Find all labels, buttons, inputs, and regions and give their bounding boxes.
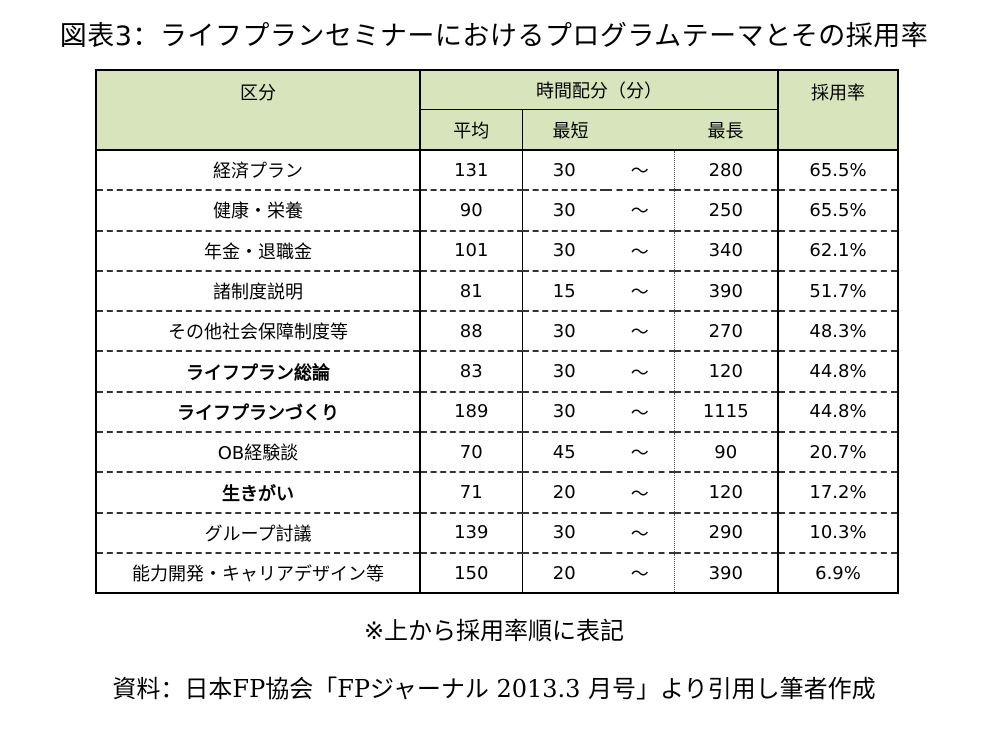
row-minimum: 20 [552,562,576,584]
row-range-separator: ～ [606,432,674,474]
row-range-separator: ～ [606,190,674,232]
figure-title: 図表3：ライフプランセミナーにおけるプログラムテーマとその採用率 [59,21,929,52]
row-adoption-rate: 10.3% [778,512,898,554]
row-category: 経済プラン [96,150,421,192]
row-category: グループ討議 [96,512,421,554]
row-range-separator: ～ [606,512,674,554]
row-range-separator: ～ [606,311,674,353]
row-average: 90 [420,190,523,232]
row-maximum: 390 [673,270,779,313]
row-range-separator: ～ [606,391,674,434]
row-minimum: 30 [522,230,606,272]
table-row: 経済プラン 131 30 ～ 280 65.5% [96,150,898,192]
row-maximum: 120 [673,472,779,514]
row-range-separator: ～ [606,351,674,393]
row-average: 83 [420,351,523,393]
row-category: ライフプランづくり [96,391,421,434]
table-row: 年金・退職金 101 30 ～ 340 62.1% [96,230,898,272]
row-maximum: 90 [673,432,779,474]
row-adoption-rate: 62.1% [778,230,898,272]
row-average: 71 [420,472,523,514]
row-category: ライフプラン総論 [96,351,421,393]
header-category: 区分 [96,70,421,151]
header-average: 平均 [420,109,523,151]
row-minimum: 45 [522,432,606,474]
row-adoption-rate: 65.5% [778,190,898,232]
row-category: 能力開発・キャリアデザイン等 [96,552,421,594]
row-range-separator: ～ [606,230,674,272]
ordering-note: ※上から採用率順に表記 [363,617,625,645]
row-average: 131 [420,150,523,192]
row-average: 81 [420,270,523,313]
row-adoption-rate: 48.3% [778,311,898,353]
row-minimum: 20 [522,472,606,514]
row-maximum: 280 [673,150,779,192]
table-row: 能力開発・キャリアデザイン等 150 20 ～ 390 6.9% [96,552,898,594]
row-range-separator: ～ [606,150,674,192]
row-maximum: 250 [673,190,779,232]
row-average: 139 [420,512,523,554]
table-row: ライフプランづくり 189 30 ～ 1115 44.8% [96,391,898,434]
row-average: 70 [420,432,523,474]
table-body: 経済プラン 131 30 ～ 280 65.5% 健康・栄養 90 30 ～ 250 65.5% 年金・… [96,150,898,594]
row-maximum: 1115 [673,391,779,434]
header-minimum: 最短 [522,109,674,151]
row-adoption-rate: 6.9% [815,562,861,584]
header-time-allocation: 時間配分（分） [420,70,779,110]
row-minimum: 30 [522,391,606,434]
row-average: 88 [420,311,523,353]
row-range-separator: ～ [606,270,674,313]
row-minimum: 15 [522,270,606,313]
row-minimum: 30 [522,190,606,232]
row-category: 年金・退職金 [96,230,421,272]
row-category: 諸制度説明 [96,270,421,313]
table-row: ライフプラン総論 83 30 ～ 120 44.8% [96,351,898,393]
table-row: 諸制度説明 81 15 ～ 390 51.7% [96,270,898,313]
row-maximum: 340 [673,230,779,272]
row-adoption-rate: 44.8% [778,391,898,434]
row-average: 189 [420,391,523,434]
row-average: 150 [420,552,523,594]
row-category: OB経験談 [96,432,421,474]
row-category: 健康・栄養 [96,190,421,232]
table-row: その他社会保障制度等 88 30 ～ 270 48.3% [96,311,898,353]
row-range-separator: ～ [630,564,649,586]
row-adoption-rate: 65.5% [778,150,898,192]
row-minimum: 30 [522,150,606,192]
table-row: グループ討議 139 30 ～ 290 10.3% [96,512,898,554]
row-maximum: 120 [673,351,779,393]
row-minimum: 30 [522,311,606,353]
row-adoption-rate: 20.7% [778,432,898,474]
source-citation: 資料：日本FP協会「FPジャーナル 2013.3 月号」より引用し筆者作成 [112,675,876,703]
table-row: 生きがい 71 20 ～ 120 17.2% [96,472,898,514]
row-adoption-rate: 44.8% [778,351,898,393]
row-adoption-rate: 17.2% [778,472,898,514]
row-maximum: 290 [673,512,779,554]
row-adoption-rate: 51.7% [778,270,898,313]
adoption-rate-table: 区分 時間配分（分） 採用率 平均 最短 最長 経済プラン 131 30 ～ 280 65… [95,69,899,595]
row-category: その他社会保障制度等 [96,311,421,353]
row-minimum: 30 [522,351,606,393]
header-maximum: 最長 [674,109,779,151]
row-maximum: 270 [673,311,779,353]
table-row: 健康・栄養 90 30 ～ 250 65.5% [96,190,898,232]
row-average: 101 [420,230,523,272]
row-minimum: 30 [522,512,606,554]
row-category: 生きがい [96,472,421,514]
row-maximum: 390 [673,552,779,594]
header-adoption-rate: 採用率 [778,70,898,151]
row-range-separator: ～ [606,472,674,514]
table-row: OB経験談 70 45 ～ 90 20.7% [96,432,898,474]
